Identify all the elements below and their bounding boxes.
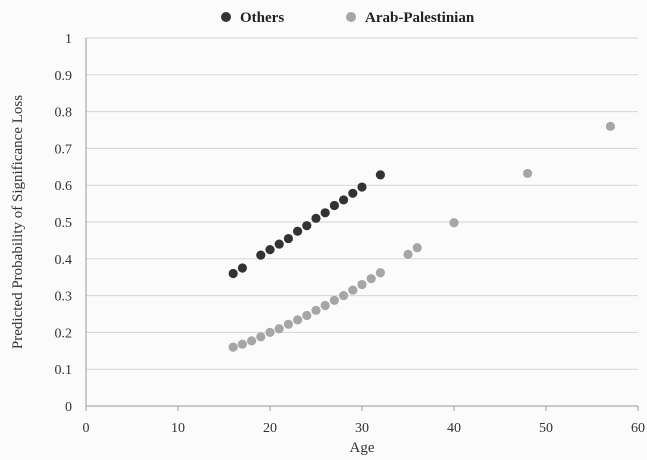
data-point-arab-palestinian: [605, 121, 616, 131]
data-point-arab-palestinian: [247, 336, 257, 346]
data-point-arab-palestinian: [320, 300, 330, 311]
data-point-arab-palestinian: [302, 310, 312, 321]
y-tick-label: 1: [65, 32, 72, 47]
x-tick-label: 30: [355, 421, 369, 436]
data-point-others: [302, 221, 312, 231]
legend: Others Arab-Palestinian: [221, 10, 475, 26]
data-point-arab-palestinian: [274, 324, 284, 334]
y-tick-label: 0.1: [55, 363, 73, 378]
data-point-arab-palestinian: [228, 342, 238, 352]
data-point-arab-palestinian: [339, 291, 349, 301]
y-axis-title: Predicted Probability of Significance Lo…: [10, 95, 26, 349]
x-axis-title: Age: [350, 440, 375, 456]
data-point-others: [320, 208, 330, 218]
y-tick-label: 0.2: [55, 326, 73, 341]
data-point-arab-palestinian: [311, 305, 321, 315]
data-point-others: [237, 263, 247, 273]
tick-labels: 00.10.20.30.40.50.60.70.80.910 10 20 30 40 50…: [55, 32, 646, 436]
data-point-arab-palestinian: [329, 295, 339, 305]
y-tick-label: 0.8: [55, 106, 73, 121]
legend-marker-others: [221, 12, 231, 22]
legend-label-arab-palestinian: Arab-Palestinian: [365, 10, 475, 26]
data-point-arab-palestinian: [375, 268, 385, 278]
x-tick-label: 0: [83, 421, 90, 436]
data-point-others: [329, 200, 339, 211]
data-point-others: [375, 170, 385, 180]
y-tick-label: 0.9: [55, 69, 73, 84]
data-point-others: [293, 226, 303, 236]
data-point-arab-palestinian: [283, 319, 293, 329]
data-point-arab-palestinian: [403, 249, 413, 259]
legend-label-others: Others: [240, 10, 284, 26]
data-point-others: [228, 268, 238, 279]
data-point-others: [283, 233, 293, 244]
data-point-arab-palestinian: [265, 327, 275, 337]
y-tick-label: 0.4: [55, 253, 73, 268]
data-point-arab-palestinian: [256, 332, 266, 342]
data-point-arab-palestinian: [449, 218, 459, 228]
axes: [85, 38, 639, 411]
x-tick-label: 10: [171, 421, 185, 436]
data-points: [228, 121, 616, 352]
y-tick-label: 0.7: [55, 142, 73, 157]
data-point-others: [265, 245, 275, 255]
data-point-arab-palestinian: [357, 279, 367, 290]
legend-marker-arab-palestinian: [346, 12, 356, 22]
y-tick-label: 0.6: [55, 179, 73, 194]
data-point-arab-palestinian: [293, 315, 303, 325]
gridlines: [86, 37, 638, 370]
x-tick-label: 20: [263, 421, 277, 436]
x-tick-label: 50: [539, 421, 553, 436]
data-point-others: [348, 188, 358, 198]
y-tick-label: 0.5: [55, 216, 73, 231]
y-tick-label: 0.3: [55, 290, 73, 305]
data-point-others: [274, 239, 284, 249]
x-tick-label: 60: [631, 421, 645, 436]
data-point-others: [339, 195, 349, 205]
data-point-arab-palestinian: [237, 339, 247, 349]
y-tick-label: 0: [65, 400, 72, 415]
data-point-others: [311, 213, 321, 223]
data-point-arab-palestinian: [412, 243, 422, 253]
data-point-others: [256, 250, 266, 260]
data-point-others: [357, 182, 367, 192]
data-point-arab-palestinian: [366, 274, 376, 284]
x-tick-label: 40: [447, 421, 461, 436]
data-point-arab-palestinian: [348, 285, 358, 295]
data-point-arab-palestinian: [523, 168, 533, 179]
